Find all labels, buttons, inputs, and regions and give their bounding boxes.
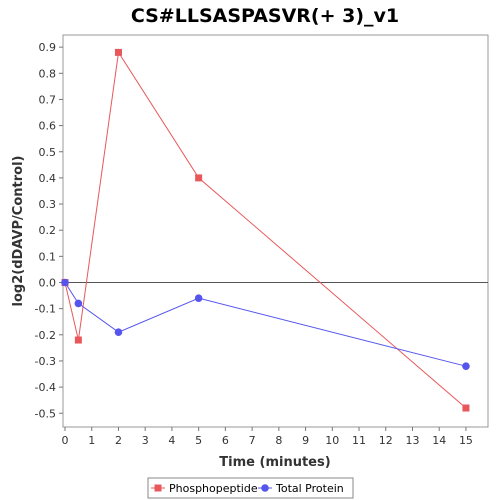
y-tick-label: 0.2 — [39, 224, 57, 237]
x-tick-label: 12 — [379, 434, 393, 447]
total-protein-point — [462, 362, 470, 370]
phosphopeptide-point — [114, 48, 122, 56]
y-tick-label: -0.3 — [35, 355, 56, 368]
plot-area — [62, 34, 489, 428]
x-tick-label: 0 — [62, 434, 69, 447]
x-tick-label: 7 — [249, 434, 256, 447]
phosphopeptide-point — [74, 336, 82, 344]
total-protein-legend-label: Total Protein — [275, 482, 344, 495]
y-tick-label: -0.1 — [35, 303, 56, 316]
x-tick-label: 11 — [352, 434, 366, 447]
x-tick-label: 8 — [275, 434, 282, 447]
chart-title: CS#LLSASPASVR(+ 3)_v1 — [131, 5, 399, 27]
phosphopeptide-legend-label: Phosphopeptide — [169, 482, 258, 495]
y-tick-label: -0.2 — [35, 329, 56, 342]
y-tick-label: 0.0 — [39, 277, 57, 290]
y-tick-label: -0.4 — [35, 381, 56, 394]
series-layer — [61, 48, 470, 412]
x-axis-ticks: 0 1 2 3 4 5 6 7 8 9 10 11 12 13 14 15 — [62, 427, 473, 447]
y-axis-title: log2(dDAVP/Control) — [11, 156, 26, 307]
x-tick-label: 9 — [302, 434, 309, 447]
total-protein-point — [114, 328, 123, 336]
x-tick-label: 14 — [432, 434, 446, 447]
x-tick-label: 3 — [142, 434, 149, 447]
y-tick-label: 0.5 — [39, 146, 57, 159]
x-tick-label: 6 — [222, 434, 229, 447]
x-tick-label: 4 — [168, 434, 175, 447]
y-tick-label: 0.8 — [39, 67, 57, 80]
total-protein-point — [74, 299, 83, 308]
legend-frame — [147, 477, 354, 499]
y-tick-label: 0.3 — [39, 198, 57, 211]
y-tick-label: 0.4 — [39, 172, 57, 185]
x-tick-label: 5 — [195, 434, 202, 447]
y-tick-label: 0.7 — [39, 93, 57, 106]
y-tick-label: 0.6 — [39, 120, 57, 133]
phosphopeptide-point — [195, 174, 203, 182]
phosphopeptide-legend-marker — [154, 484, 162, 492]
y-axis-ticks: -0.5 -0.4 -0.3 -0.2 -0.1 0.0 0.1 0.2 0.3 0.4 0.5 0.… — [35, 41, 63, 420]
total-protein-point — [194, 294, 203, 302]
total-protein-point — [61, 278, 69, 287]
total-protein-legend-marker — [261, 484, 269, 492]
y-tick-label: 0.9 — [39, 41, 57, 54]
x-tick-label: 10 — [325, 434, 339, 447]
y-tick-label: 0.1 — [39, 250, 57, 263]
legend-items: Phosphopeptide Total Protein — [151, 482, 344, 495]
x-tick-label: 2 — [115, 434, 122, 447]
x-tick-label: 1 — [88, 434, 95, 447]
legend: Phosphopeptide Total Protein — [147, 477, 354, 499]
y-tick-label: -0.5 — [35, 407, 56, 420]
x-tick-label: 15 — [459, 434, 473, 447]
phosphopeptide-point — [462, 404, 470, 412]
x-axis-title: Time (minutes) — [219, 455, 330, 470]
x-tick-label: 13 — [405, 434, 419, 447]
